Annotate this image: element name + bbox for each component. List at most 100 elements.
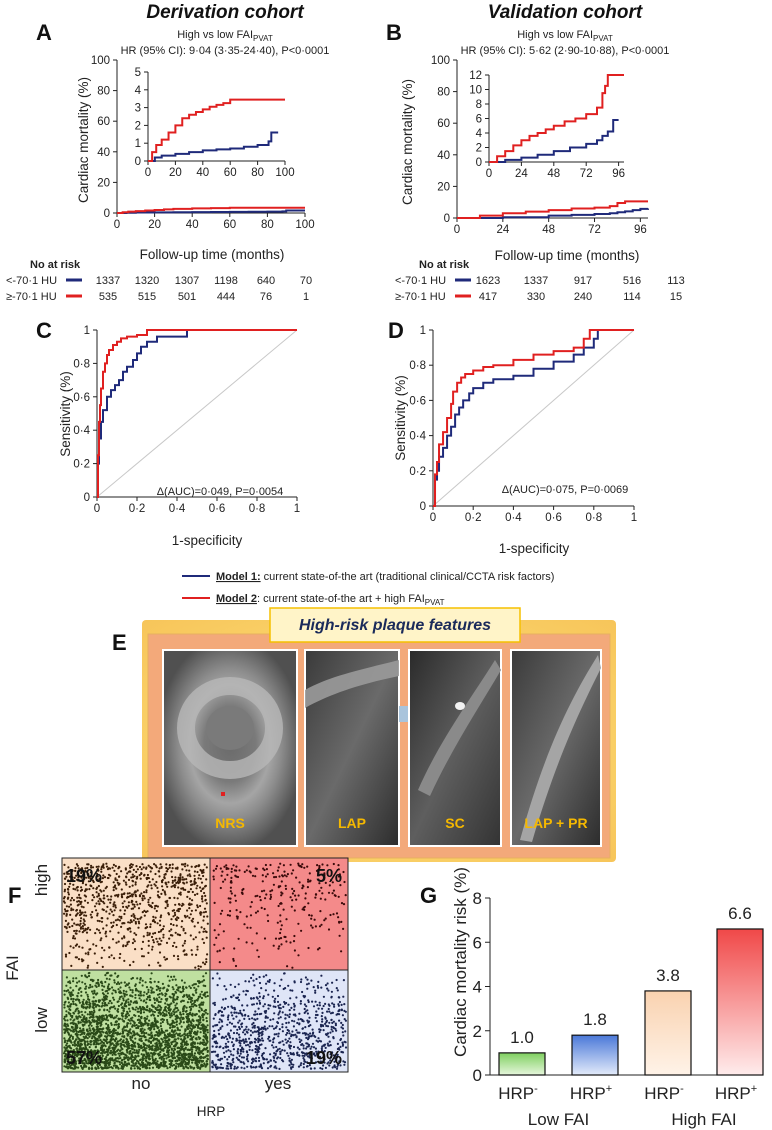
scatter-point [98, 920, 101, 923]
scatter-point [233, 1065, 236, 1068]
scatter-point [218, 1059, 222, 1062]
scatter-point [80, 1029, 84, 1032]
scatter-point [147, 1033, 150, 1036]
scatter-point [238, 869, 241, 872]
scatter-point [68, 951, 71, 955]
scatter-point [276, 994, 280, 998]
scatter-point [266, 1016, 269, 1019]
scatter-point [109, 874, 112, 877]
scatter-point [126, 1047, 130, 1050]
km-b-inset-xtick-label: 72 [580, 168, 593, 180]
scatter-point [102, 908, 105, 912]
scatter-point [301, 908, 304, 911]
scatter-point [121, 1058, 124, 1062]
scatter-point [141, 897, 144, 900]
scatter-point [66, 1042, 69, 1045]
scatter-point [171, 934, 174, 937]
scatter-point [123, 1035, 126, 1038]
scatter-point [73, 1056, 76, 1059]
scatter-point [108, 1063, 111, 1066]
scatter-point [339, 884, 342, 887]
scatter-point [182, 1038, 185, 1041]
scatter-point [176, 866, 179, 869]
scatter-point [277, 866, 280, 869]
scatter-point [143, 1028, 146, 1031]
scatter-point [301, 990, 304, 994]
scatter-point [139, 1021, 142, 1024]
scatter-point [167, 1008, 170, 1012]
scatter-point [132, 919, 135, 922]
scatter-point [133, 1051, 136, 1054]
scatter-point [131, 995, 134, 998]
scatter-point [132, 960, 135, 964]
km-a-inset-curve-high [148, 98, 285, 162]
scatter-point [206, 1040, 209, 1043]
scatter-point [72, 937, 75, 940]
scatter-point [261, 1037, 264, 1040]
scatter-point [308, 1016, 311, 1019]
scatter-point [73, 1018, 76, 1021]
scatter-point [110, 1030, 113, 1033]
image-label-lap: LAP [338, 815, 366, 831]
scatter-point [340, 902, 344, 905]
scatter-point [109, 1049, 113, 1052]
scatter-point [324, 917, 327, 920]
scatter-point [180, 1000, 183, 1003]
scatter-point [132, 1062, 135, 1065]
scatter-point [125, 1043, 128, 1046]
scatter-point [181, 868, 184, 871]
scatter-point [175, 1042, 178, 1045]
scatter-point [182, 999, 185, 1003]
scatter-point [153, 1010, 156, 1014]
scatter-point [84, 1011, 87, 1014]
scatter-point [106, 971, 109, 975]
scatter-point [140, 1032, 143, 1035]
scatter-point [273, 1033, 276, 1036]
scatter-point [158, 951, 162, 954]
scatter-point [89, 983, 92, 987]
bar-category-base: HRP [498, 1084, 534, 1103]
scatter-point [197, 1066, 200, 1069]
scatter-point [333, 894, 336, 897]
scatter-point [151, 919, 154, 923]
scatter-point [202, 975, 205, 978]
scatter-point [124, 944, 127, 948]
scatter-point [341, 1023, 344, 1027]
scatter-point [137, 1050, 140, 1053]
scatter-point [320, 1015, 323, 1018]
scatter-point [82, 873, 85, 876]
bar-ytick-label: 2 [473, 1022, 482, 1041]
scatter-point [131, 1043, 134, 1047]
scatter-point [330, 996, 333, 999]
scatter-point [81, 925, 84, 928]
scatter-point [217, 933, 220, 936]
scatter-point [280, 894, 283, 897]
scatter-point [92, 880, 95, 884]
scatter-point [335, 987, 338, 990]
scatter-point [125, 876, 128, 879]
scatter-point [275, 1050, 278, 1053]
scatter-point [173, 886, 176, 889]
scatter-point [196, 948, 199, 951]
scatter-point [249, 905, 252, 908]
scatter-point [154, 1021, 157, 1024]
scatter-point [264, 1020, 267, 1023]
scatter-point [102, 889, 105, 892]
risk-a-high-value: 444 [217, 291, 235, 303]
scatter-point [182, 988, 185, 991]
scatter-point [283, 870, 286, 873]
scatter-point [279, 914, 282, 917]
scatter-point [105, 862, 108, 865]
scatter-point [137, 907, 141, 910]
scatter-point [224, 878, 227, 881]
scatter-point [110, 1002, 113, 1005]
scatter-point [189, 1065, 192, 1068]
scatter-point [279, 1050, 282, 1053]
roc-d-curve-model1 [433, 329, 634, 507]
scatter-point [263, 937, 267, 940]
scatter-point [115, 1023, 118, 1026]
scatter-point [181, 1061, 184, 1064]
scatter-point [225, 1045, 228, 1048]
scatter-point [288, 1013, 291, 1016]
